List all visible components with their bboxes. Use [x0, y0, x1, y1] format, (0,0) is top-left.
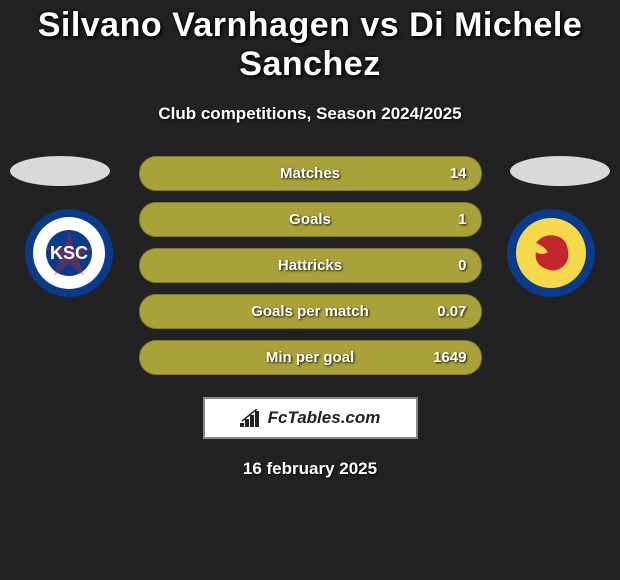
stat-label: Matches: [280, 165, 340, 182]
stat-value: 1649: [433, 349, 466, 366]
stat-row: Goals per match 0.07: [139, 294, 482, 329]
stats-list: Matches 14 Goals 1 Hattricks 0 Goals per…: [139, 156, 482, 375]
stat-row: Matches 14: [139, 156, 482, 191]
brand-label: FcTables.com: [268, 408, 381, 428]
stat-label: Goals: [289, 211, 331, 228]
page-title: Silvano Varnhagen vs Di Michele Sanchez: [0, 0, 620, 84]
club-badge-right: [506, 208, 596, 298]
svg-text:KSC: KSC: [50, 243, 88, 263]
stat-label: Hattricks: [278, 257, 342, 274]
stat-label: Goals per match: [251, 303, 369, 320]
stat-row: Min per goal 1649: [139, 340, 482, 375]
stat-label: Min per goal: [266, 349, 354, 366]
player-oval-right: [510, 156, 610, 186]
chart-icon: [240, 409, 262, 427]
subtitle: Club competitions, Season 2024/2025: [0, 104, 620, 124]
player-oval-left: [10, 156, 110, 186]
stat-row: Hattricks 0: [139, 248, 482, 283]
comparison-content: KSC Matches 14 Goals 1 Hattricks 0 Goals…: [0, 156, 620, 479]
stat-value: 0.07: [437, 303, 466, 320]
stat-value: 1: [458, 211, 466, 228]
stat-value: 14: [450, 165, 467, 182]
club-badge-left: KSC: [24, 208, 114, 298]
stat-row: Goals 1: [139, 202, 482, 237]
date-label: 16 february 2025: [0, 459, 620, 479]
stat-value: 0: [458, 257, 466, 274]
brand-box: FcTables.com: [203, 397, 418, 439]
